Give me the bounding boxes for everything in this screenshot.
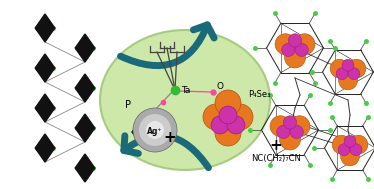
Circle shape <box>285 47 306 68</box>
Circle shape <box>294 34 315 55</box>
Circle shape <box>341 147 359 166</box>
Circle shape <box>330 59 349 78</box>
Circle shape <box>288 34 302 47</box>
Polygon shape <box>75 114 95 142</box>
Polygon shape <box>35 134 55 162</box>
FancyArrowPatch shape <box>124 136 208 168</box>
Text: P₄Se₃: P₄Se₃ <box>248 90 270 99</box>
Polygon shape <box>35 54 55 82</box>
Circle shape <box>275 34 296 55</box>
Text: P: P <box>125 100 131 110</box>
Circle shape <box>295 43 308 57</box>
Circle shape <box>227 116 245 134</box>
Circle shape <box>344 135 356 147</box>
Circle shape <box>139 114 171 146</box>
Circle shape <box>279 129 300 150</box>
Circle shape <box>338 144 350 156</box>
Circle shape <box>289 116 310 137</box>
Text: +: + <box>270 138 282 153</box>
Circle shape <box>133 108 177 152</box>
Circle shape <box>277 125 290 139</box>
Polygon shape <box>35 14 55 42</box>
Circle shape <box>215 120 241 146</box>
Circle shape <box>349 135 368 154</box>
Text: +: + <box>163 130 177 146</box>
Circle shape <box>290 125 303 139</box>
Polygon shape <box>35 94 55 122</box>
Circle shape <box>342 59 354 71</box>
Circle shape <box>203 104 229 130</box>
Ellipse shape <box>100 30 270 170</box>
Circle shape <box>211 116 229 134</box>
Circle shape <box>338 71 357 90</box>
FancyArrowPatch shape <box>120 25 214 66</box>
Circle shape <box>347 59 366 78</box>
Circle shape <box>283 116 297 129</box>
Circle shape <box>270 116 291 137</box>
Polygon shape <box>75 34 95 62</box>
Circle shape <box>348 68 360 80</box>
Text: NC(CH₂)₇CN: NC(CH₂)₇CN <box>251 154 301 163</box>
Polygon shape <box>132 118 154 146</box>
Text: O: O <box>217 82 224 91</box>
Circle shape <box>282 43 295 57</box>
Circle shape <box>227 104 253 130</box>
Polygon shape <box>75 154 95 182</box>
Circle shape <box>350 144 362 156</box>
Circle shape <box>215 90 241 116</box>
Text: Ta: Ta <box>181 86 190 95</box>
Circle shape <box>146 121 164 139</box>
Circle shape <box>219 106 237 124</box>
Circle shape <box>336 68 348 80</box>
Polygon shape <box>75 74 95 102</box>
Circle shape <box>332 135 351 154</box>
Text: Ag⁺: Ag⁺ <box>147 128 163 136</box>
